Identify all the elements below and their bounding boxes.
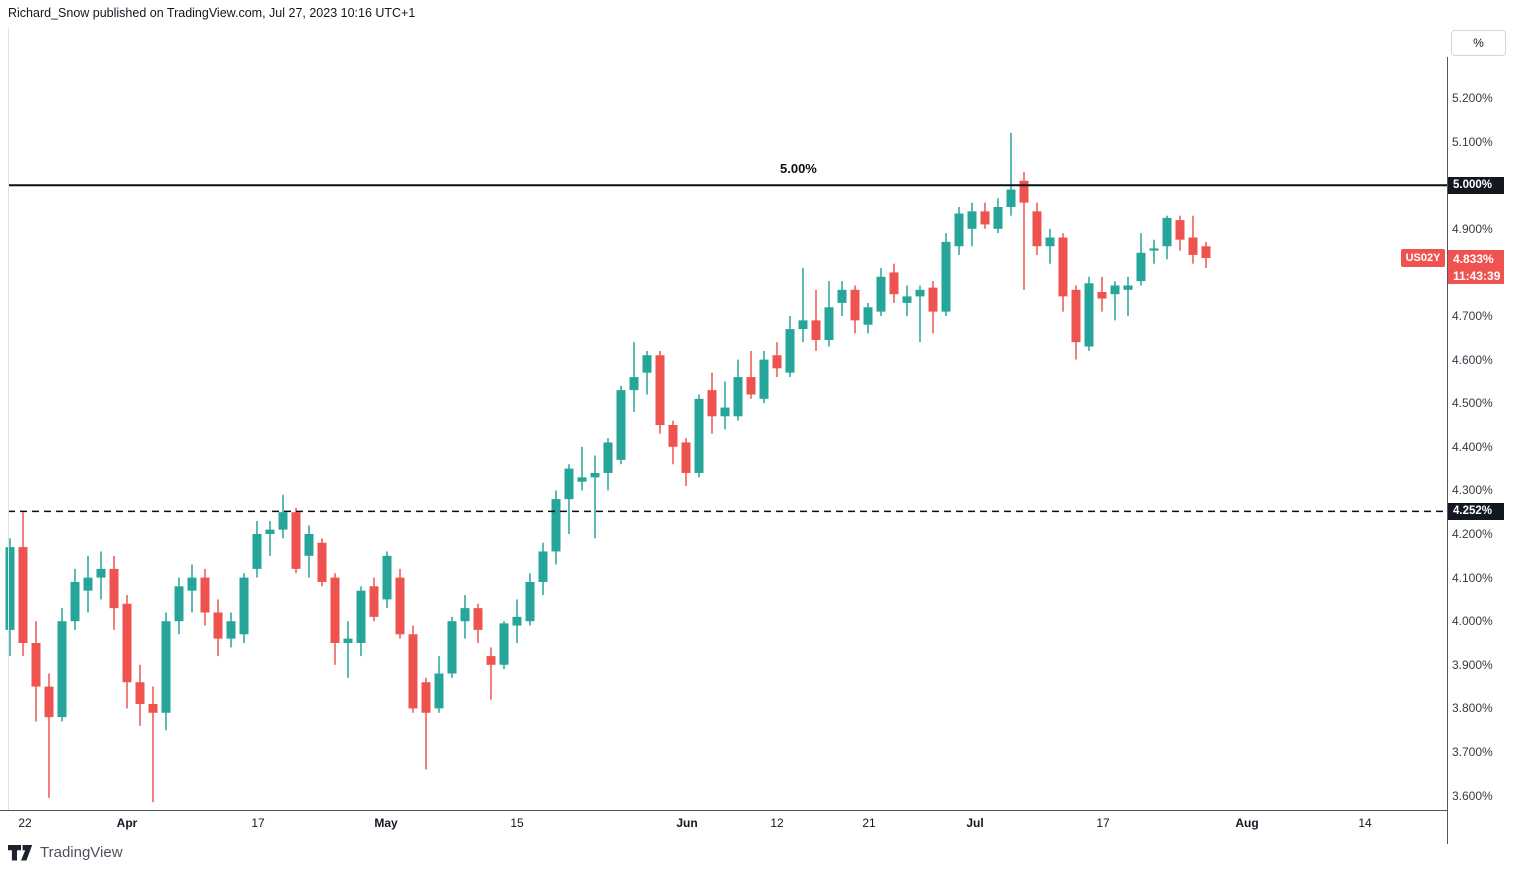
x-axis-tick: 12 bbox=[770, 816, 784, 830]
y-axis-tick: 4.500% bbox=[1452, 396, 1493, 411]
x-axis-tick: 17 bbox=[1096, 816, 1110, 830]
y-axis-tick: 4.200% bbox=[1452, 527, 1493, 541]
y-axis-tick: 3.800% bbox=[1452, 701, 1493, 716]
symbol-label-badge: US02Y bbox=[1401, 249, 1445, 267]
last-price-value: 4.833% bbox=[1453, 252, 1494, 266]
plot-left-border bbox=[8, 28, 9, 810]
symbol-label: US02Y bbox=[1405, 252, 1441, 264]
price-chart[interactable] bbox=[0, 0, 1447, 845]
y-axis-tick: 4.600% bbox=[1452, 352, 1493, 367]
tradingview-logo-icon bbox=[8, 844, 33, 860]
x-axis-tick: 17 bbox=[251, 816, 265, 830]
y-axis-tick: 4.900% bbox=[1452, 221, 1493, 236]
y-axis-tick: 4.100% bbox=[1452, 570, 1493, 585]
x-axis-tick: Jul bbox=[966, 816, 984, 830]
y-axis-tick: 4.300% bbox=[1452, 483, 1493, 498]
x-axis-tick: Jun bbox=[676, 816, 698, 830]
x-axis-tick: 22 bbox=[18, 816, 32, 830]
level-axis-badge-5000: 5.000% bbox=[1448, 176, 1504, 194]
tradingview-logo[interactable]: TradingView bbox=[8, 844, 123, 861]
percent-scale-label: % bbox=[1473, 36, 1484, 50]
x-axis-tick: 21 bbox=[862, 816, 876, 830]
level-axis-badge-4252: 4.252% bbox=[1448, 502, 1504, 520]
y-axis-tick: 4.700% bbox=[1452, 309, 1493, 323]
last-price-time: 11:43:39 bbox=[1453, 268, 1501, 283]
y-axis-tick: 4.000% bbox=[1452, 614, 1493, 629]
last-price-badge: 4.833% 11:43:39 bbox=[1448, 250, 1504, 284]
tradingview-logo-text: TradingView bbox=[40, 844, 123, 861]
level-annotation-5-percent: 5.00% bbox=[780, 161, 817, 177]
time-axis[interactable]: 22 Apr 17 May 15 Jun 12 21 Jul 17 Aug 14 bbox=[0, 811, 1447, 841]
publication-byline: Richard_Snow published on TradingView.co… bbox=[8, 6, 416, 20]
y-axis-tick: 3.700% bbox=[1452, 745, 1493, 759]
x-axis-tick: 15 bbox=[510, 816, 524, 830]
x-axis-tick: Apr bbox=[116, 816, 138, 830]
time-axis-line bbox=[0, 810, 1447, 811]
y-axis-tick: 4.400% bbox=[1452, 439, 1493, 454]
y-axis-tick: 3.600% bbox=[1452, 788, 1493, 803]
y-axis-tick: 3.900% bbox=[1452, 657, 1493, 672]
y-axis-tick: 5.200% bbox=[1452, 91, 1493, 105]
price-axis[interactable]: 5.200% 5.100% 4.900% 4.700% 4.600% 4.500% 4.40… bbox=[1448, 57, 1520, 810]
x-axis-tick: 14 bbox=[1358, 816, 1372, 830]
y-axis-tick: 5.100% bbox=[1452, 134, 1493, 149]
price-axis-line bbox=[1447, 57, 1448, 844]
x-axis-tick: Aug bbox=[1235, 816, 1259, 830]
percent-scale-button[interactable]: % bbox=[1451, 30, 1506, 56]
x-axis-tick: May bbox=[374, 816, 398, 830]
